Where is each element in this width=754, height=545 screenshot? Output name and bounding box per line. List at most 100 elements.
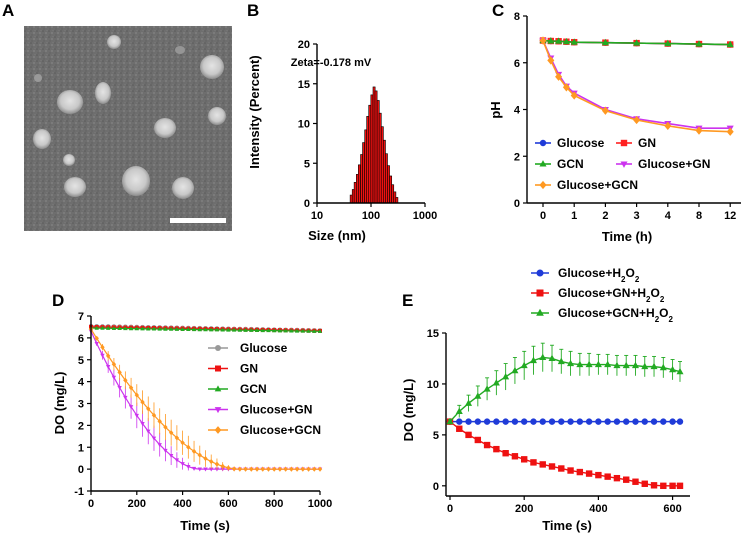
chart-d-point-4-36 [294, 466, 300, 472]
chart-d-xtick-5: 1000 [308, 498, 332, 510]
chart-d-point-2-36 [294, 328, 300, 333]
chart-e-point-0-10 [539, 418, 546, 425]
chart-d-point-4-15 [174, 435, 180, 441]
chart-d-point-3-1 [94, 341, 99, 346]
chart-d-point-3-20 [203, 467, 208, 472]
chart-c-point-2-3 [562, 37, 570, 45]
chart-d-point-3-21 [209, 467, 214, 472]
chart-d-point-4-26 [237, 466, 243, 472]
scale-bar [170, 218, 226, 223]
chart-b-ytick-1: 5 [304, 158, 310, 170]
chart-c-point-4-2 [555, 72, 563, 81]
chart-e-point-2-15 [585, 360, 593, 368]
chart-d-point-2-25 [231, 327, 237, 332]
chart-e-legend-2: Glucose+GCN+H2O2 [558, 306, 674, 324]
chart-d-ytick-7: 6 [78, 333, 84, 345]
chart-e-point-1-19 [623, 476, 630, 483]
chart-e-point-1-13 [567, 467, 574, 474]
chart-e-point-1-20 [632, 478, 639, 485]
chart-e-point-1-1 [456, 425, 463, 432]
chart-e-point-1-16 [595, 471, 602, 479]
chart-d-ytick-1: 0 [78, 464, 84, 476]
chart-d-ytick-4: 3 [78, 399, 84, 411]
chart-c-point-4-7 [664, 121, 672, 131]
chart-e-xtick-3: 600 [663, 503, 681, 515]
chart-b-bar-12 [374, 90, 378, 204]
chart-d-point-4-29 [254, 466, 260, 472]
chart-b-bar-22 [395, 197, 399, 204]
chart-d-point-4-5 [117, 369, 122, 375]
chart-d-point-3-18 [191, 466, 197, 471]
chart-e-point-1-14 [576, 468, 584, 476]
chart-e-point-1-23 [660, 482, 667, 490]
chart-e-legend-0: Glucose+H2O2 [558, 266, 640, 284]
chart-b-ylabel: Intensity (Percent) [247, 55, 262, 168]
chart-d-point-2-35 [289, 328, 294, 333]
chart-e-point-2-11 [548, 354, 556, 362]
chart-c-xtick-1: 1 [571, 210, 577, 222]
chart-c-xtick-6: 12 [724, 210, 736, 222]
chart-d-point-4-13 [163, 424, 168, 430]
chart-c-point-2-7 [664, 39, 672, 47]
chart-d-point-4-7 [128, 385, 134, 391]
chart-e-point-2-4 [483, 385, 491, 392]
chart-d-point-2-27 [243, 327, 248, 332]
chart-d-point-3-14 [168, 453, 174, 458]
chart-c-legend-marker-0 [539, 139, 547, 147]
chart-d-point-3-6 [123, 395, 128, 400]
chart-c-legend-1: GN [638, 136, 656, 150]
chart-e-point-2-21 [641, 362, 649, 370]
chart-e-point-0-4 [483, 418, 491, 425]
chart-d-point-2-37 [300, 328, 306, 333]
chart-d-point-2-30 [260, 328, 265, 333]
chart-d-point-2-26 [237, 327, 243, 332]
chart-d-point-4-22 [214, 461, 220, 467]
chart-d-point-2-34 [283, 328, 288, 333]
chart-d-ytick-5: 4 [78, 377, 85, 389]
chart-d-point-3-12 [157, 443, 162, 448]
chart-e-point-2-16 [594, 360, 602, 368]
chart-d-xtick-4: 800 [265, 498, 283, 510]
chart-b-xtick-1: 100 [362, 210, 380, 222]
chart-e-point-2-18 [613, 361, 621, 369]
chart-e-point-0-19 [623, 418, 630, 425]
chart-c-point-2-8 [695, 40, 703, 47]
chart-d-xtick-3: 600 [219, 498, 237, 510]
chart-b-bar-6 [362, 142, 365, 204]
chart-d-point-2-23 [220, 327, 225, 332]
chart-e-point-2-17 [604, 360, 612, 368]
chart-e-point-0-7 [511, 418, 519, 425]
chart-d-legend-marker-2 [214, 385, 222, 392]
chart-d-point-2-17 [186, 327, 191, 332]
chart-e-point-2-23 [659, 363, 667, 371]
chart-e-point-0-24 [669, 418, 676, 425]
panel-label-e: E [402, 291, 413, 310]
chart-c-legend-4: Glucose+GCN [557, 178, 638, 192]
chart-d-point-4-11 [151, 412, 157, 418]
chart-e-point-2-5 [492, 379, 500, 386]
chart-e-point-1-9 [530, 459, 537, 466]
chart-c-xtick-0: 0 [540, 210, 546, 222]
chart-e-xtick-2: 400 [589, 503, 607, 515]
chart-d-point-3-3 [105, 364, 111, 369]
chart-c-point-4-9 [726, 127, 734, 136]
chart-e-xlabel: Time (s) [542, 518, 592, 533]
chart-d-point-4-30 [260, 466, 265, 472]
chart-e-point-2-8 [520, 361, 528, 369]
chart-b-xlabel: Size (nm) [308, 228, 366, 243]
chart-d-point-4-32 [272, 466, 277, 472]
chart-d-legend-marker-0 [215, 345, 221, 351]
chart-e-ytick-3: 15 [427, 328, 439, 340]
chart-d-point-2-16 [180, 326, 185, 331]
chart-e-legend-marker-2 [536, 308, 544, 316]
chart-e-point-2-19 [622, 361, 630, 369]
chart-d-point-2-1 [94, 325, 99, 330]
chart-e-point-0-11 [548, 418, 556, 425]
chart-e-point-2-0 [446, 417, 454, 425]
chart-d-ylabel: DO (mg/L) [52, 372, 67, 435]
chart-d-point-4-14 [168, 430, 174, 436]
chart-d-point-3-16 [180, 462, 185, 467]
chart-e-point-0-22 [650, 418, 658, 425]
chart-e-point-2-14 [576, 360, 584, 368]
chart-d-xlabel: Time (s) [180, 518, 230, 533]
